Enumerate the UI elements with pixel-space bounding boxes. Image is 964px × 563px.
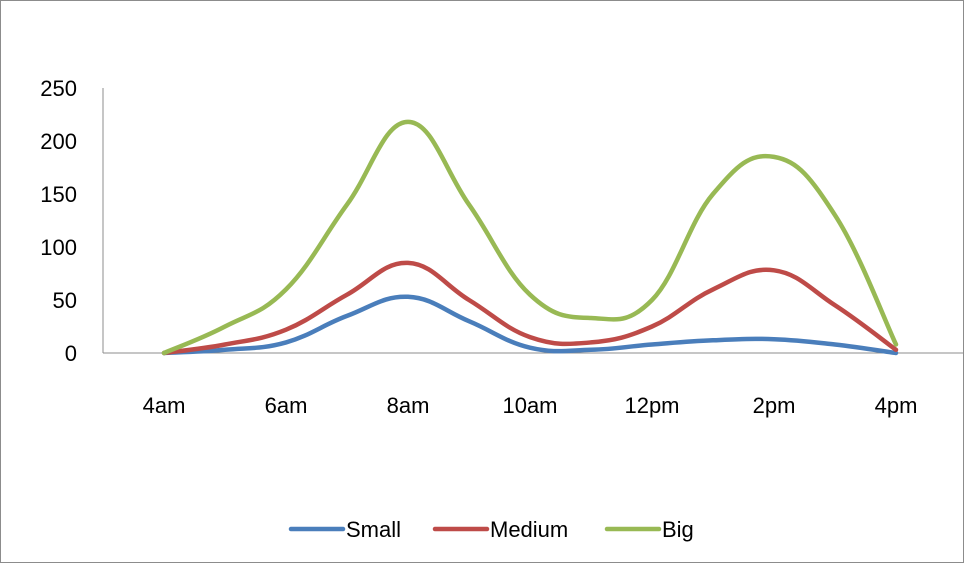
y-tick-label: 0 bbox=[65, 341, 77, 366]
legend-label: Big bbox=[662, 517, 694, 542]
x-tick-label: 6am bbox=[265, 393, 308, 418]
y-tick-label: 250 bbox=[40, 76, 77, 101]
series-line-small bbox=[161, 294, 899, 356]
legend: Small Medium Big bbox=[288, 517, 694, 542]
legend-item-small: Small bbox=[288, 517, 401, 542]
y-tick-label: 50 bbox=[53, 288, 77, 313]
x-tick-label: 12pm bbox=[624, 393, 679, 418]
x-tick-label: 10am bbox=[502, 393, 557, 418]
x-tick-label: 2pm bbox=[753, 393, 796, 418]
legend-item-medium: Medium bbox=[432, 517, 568, 542]
x-tick-label: 4am bbox=[143, 393, 186, 418]
legend-item-big: Big bbox=[604, 517, 694, 542]
legend-label: Medium bbox=[490, 517, 568, 542]
y-tick-label: 150 bbox=[40, 182, 77, 207]
y-tick-label: 200 bbox=[40, 129, 77, 154]
x-tick-label: 4pm bbox=[875, 393, 918, 418]
axes bbox=[102, 88, 963, 354]
y-tick-label: 100 bbox=[40, 235, 77, 260]
x-tick-label: 8am bbox=[387, 393, 430, 418]
series-line-medium bbox=[161, 260, 899, 356]
series-line-big bbox=[161, 119, 899, 356]
series-lines bbox=[161, 119, 899, 356]
legend-label: Small bbox=[346, 517, 401, 542]
y-tick-labels: 0 50 100 150 200 250 bbox=[40, 76, 77, 366]
x-tick-labels: 4am 6am 8am 10am 12pm 2pm 4pm bbox=[143, 393, 918, 418]
